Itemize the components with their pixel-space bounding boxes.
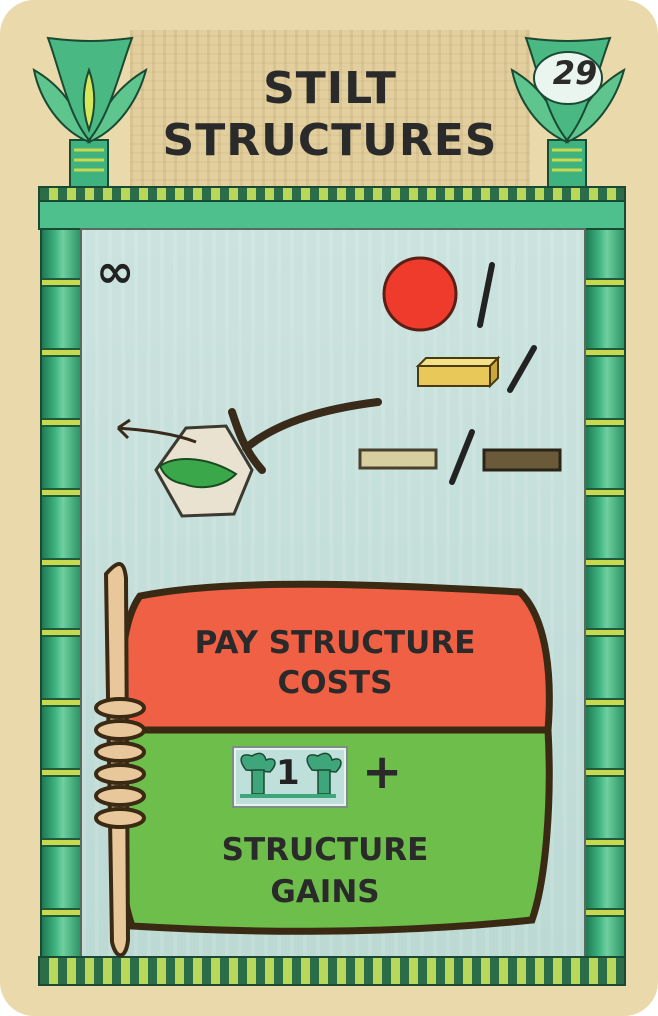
plus-sign: + [362, 744, 403, 800]
lotus-capital-left-icon [32, 36, 148, 189]
structure-gains-line1: STRUCTURE [221, 832, 429, 868]
card-title-line1: STILT [263, 63, 397, 114]
gold-bar-icon [415, 355, 501, 389]
rope-wrap-icon [94, 697, 146, 829]
dark-plank-icon [482, 448, 562, 472]
card-title-line2: STRUCTURES [162, 115, 498, 166]
separator-slash-2 [507, 345, 537, 393]
papyrus-background [130, 30, 530, 190]
red-disc-icon [382, 256, 458, 332]
light-plank-icon [358, 448, 438, 470]
structure-gains-line2: GAINS [270, 874, 380, 910]
tile-value: 1 [276, 753, 300, 793]
infinity-icon: ∞ [96, 244, 135, 298]
crocodile-hex-tile-icon [154, 424, 254, 518]
card-number: 29 [552, 54, 598, 92]
pay-costs-line2: COSTS [277, 665, 393, 701]
pay-costs-line1: PAY STRUCTURE [194, 625, 476, 661]
separator-slash-1 [477, 262, 495, 328]
bottom-beam [38, 956, 626, 986]
separator-slash-3 [449, 429, 475, 485]
